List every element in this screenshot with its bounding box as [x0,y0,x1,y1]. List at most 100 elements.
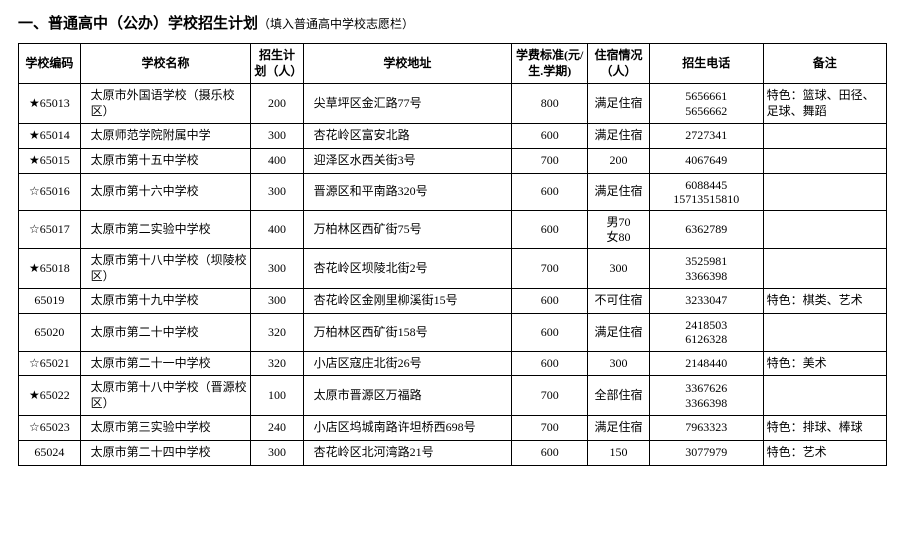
table-row: 65019太原市第十九中学校300杏花岭区金刚里柳溪街15号600不可住宿323… [19,289,887,314]
cell-tel: 3233047 [649,289,763,314]
cell-code: 65020 [19,313,81,351]
col-name: 学校名称 [80,44,251,84]
cell-fee: 600 [512,211,588,249]
cell-plan: 300 [251,289,303,314]
cell-fee: 700 [512,148,588,173]
cell-addr: 晋源区和平南路320号 [303,173,512,211]
page-title: 一、普通高中（公办）学校招生计划（填入普通高中学校志愿栏） [18,12,887,33]
admissions-table: 学校编码 学校名称 招生计划（人） 学校地址 学费标准(元/生.学期) 住宿情况… [18,43,887,466]
col-code: 学校编码 [19,44,81,84]
cell-addr: 太原市晋源区万福路 [303,376,512,416]
cell-plan: 200 [251,84,303,124]
cell-name: 太原市第十六中学校 [80,173,251,211]
cell-name: 太原市第二十中学校 [80,313,251,351]
cell-fee: 600 [512,351,588,376]
cell-name: 太原市第十八中学校（晋源校区） [80,376,251,416]
cell-addr: 尖草坪区金汇路77号 [303,84,512,124]
cell-code: ★65015 [19,148,81,173]
cell-dorm: 150 [588,441,650,466]
cell-name: 太原市第十五中学校 [80,148,251,173]
cell-plan: 400 [251,148,303,173]
cell-tel: 7963323 [649,416,763,441]
cell-plan: 300 [251,249,303,289]
cell-code: ★65022 [19,376,81,416]
cell-name: 太原市第十九中学校 [80,289,251,314]
cell-note [763,376,886,416]
cell-note: 特色：篮球、田径、足球、舞蹈 [763,84,886,124]
cell-fee: 700 [512,376,588,416]
header-row: 学校编码 学校名称 招生计划（人） 学校地址 学费标准(元/生.学期) 住宿情况… [19,44,887,84]
table-row: ★65022太原市第十八中学校（晋源校区）100太原市晋源区万福路700全部住宿… [19,376,887,416]
col-plan: 招生计划（人） [251,44,303,84]
title-sub: （填入普通高中学校志愿栏） [258,17,414,31]
table-row: ☆65017太原市第二实验中学校400万柏林区西矿街75号600男70女8063… [19,211,887,249]
cell-name: 太原市第二十一中学校 [80,351,251,376]
cell-code: ★65013 [19,84,81,124]
cell-addr: 万柏林区西矿街75号 [303,211,512,249]
cell-addr: 杏花岭区金刚里柳溪街15号 [303,289,512,314]
cell-tel: 3077979 [649,441,763,466]
col-addr: 学校地址 [303,44,512,84]
cell-plan: 300 [251,124,303,149]
cell-code: ☆65017 [19,211,81,249]
cell-code: 65024 [19,441,81,466]
cell-tel: 608844515713515810 [649,173,763,211]
cell-dorm: 300 [588,249,650,289]
cell-addr: 杏花岭区富安北路 [303,124,512,149]
cell-dorm: 满足住宿 [588,84,650,124]
cell-addr: 杏花岭区坝陵北街2号 [303,249,512,289]
cell-tel: 2148440 [649,351,763,376]
cell-dorm: 全部住宿 [588,376,650,416]
cell-code: ★65018 [19,249,81,289]
col-fee: 学费标准(元/生.学期) [512,44,588,84]
cell-fee: 700 [512,416,588,441]
cell-tel: 35259813366398 [649,249,763,289]
cell-code: ☆65023 [19,416,81,441]
cell-fee: 600 [512,173,588,211]
col-dorm: 住宿情况（人） [588,44,650,84]
cell-note [763,313,886,351]
cell-dorm: 满足住宿 [588,313,650,351]
cell-name: 太原市外国语学校（摄乐校区） [80,84,251,124]
cell-dorm: 男70女80 [588,211,650,249]
cell-addr: 小店区寇庄北街26号 [303,351,512,376]
cell-dorm: 300 [588,351,650,376]
table-row: ☆65023太原市第三实验中学校240小店区坞城南路许坦桥西698号700满足住… [19,416,887,441]
cell-code: ☆65021 [19,351,81,376]
cell-tel: 6362789 [649,211,763,249]
cell-note [763,211,886,249]
cell-dorm: 满足住宿 [588,124,650,149]
table-row: ☆65021太原市第二十一中学校320小店区寇庄北街26号60030021484… [19,351,887,376]
cell-name: 太原市第二十四中学校 [80,441,251,466]
cell-note [763,148,886,173]
table-row: ★65014太原师范学院附属中学300杏花岭区富安北路600满足住宿272734… [19,124,887,149]
cell-plan: 320 [251,313,303,351]
cell-tel: 4067649 [649,148,763,173]
cell-note [763,124,886,149]
cell-fee: 800 [512,84,588,124]
cell-plan: 300 [251,173,303,211]
table-row: ★65015太原市第十五中学校400迎泽区水西关街3号7002004067649 [19,148,887,173]
table-row: 65020太原市第二十中学校320万柏林区西矿街158号600满足住宿24185… [19,313,887,351]
cell-addr: 杏花岭区北河湾路21号 [303,441,512,466]
cell-name: 太原市第二实验中学校 [80,211,251,249]
cell-plan: 240 [251,416,303,441]
cell-note: 特色：棋类、艺术 [763,289,886,314]
cell-name: 太原市第三实验中学校 [80,416,251,441]
cell-plan: 400 [251,211,303,249]
cell-tel: 56566615656662 [649,84,763,124]
cell-tel: 2727341 [649,124,763,149]
cell-fee: 700 [512,249,588,289]
cell-dorm: 满足住宿 [588,173,650,211]
cell-plan: 320 [251,351,303,376]
cell-fee: 600 [512,124,588,149]
cell-note: 特色：排球、棒球 [763,416,886,441]
title-main: 一、普通高中（公办）学校招生计划 [18,16,258,32]
cell-code: ★65014 [19,124,81,149]
cell-name: 太原师范学院附属中学 [80,124,251,149]
cell-code: ☆65016 [19,173,81,211]
cell-plan: 100 [251,376,303,416]
cell-tel: 24185036126328 [649,313,763,351]
cell-dorm: 200 [588,148,650,173]
cell-fee: 600 [512,289,588,314]
